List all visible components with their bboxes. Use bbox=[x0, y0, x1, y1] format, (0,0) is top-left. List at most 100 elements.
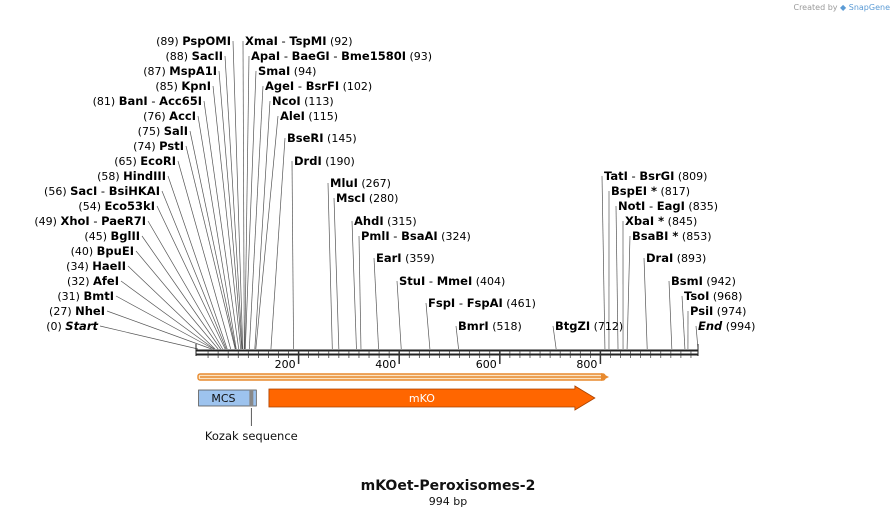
site-position: (845) bbox=[664, 215, 697, 228]
leader-line bbox=[177, 160, 232, 350]
site-label: XbaI * (845) bbox=[625, 214, 697, 228]
site-label: (81) BanI - Acc65I bbox=[93, 94, 202, 108]
site-label: (74) PstI bbox=[133, 139, 184, 153]
site-TatI-BsrGI[interactable]: TatI - BsrGI (809) bbox=[604, 169, 707, 183]
enzyme-name: BsrGI bbox=[639, 169, 674, 183]
enzyme-name: PstI bbox=[159, 139, 184, 153]
site-End[interactable]: End (994) bbox=[698, 319, 755, 333]
site-BseRI[interactable]: BseRI (145) bbox=[287, 131, 357, 145]
site-DraI[interactable]: DraI (893) bbox=[646, 251, 706, 265]
site-PmlI-BsaAI[interactable]: PmlI - BsaAI (324) bbox=[361, 229, 471, 243]
tick-label-600: 600 bbox=[476, 358, 497, 371]
site-position: (404) bbox=[472, 275, 505, 288]
leader-line bbox=[327, 182, 333, 350]
site-PsiI[interactable]: PsiI (974) bbox=[690, 304, 746, 318]
site-BpuEI[interactable]: (40) BpuEI bbox=[71, 244, 134, 258]
site-AgeI-BsrFI[interactable]: AgeI - BsrFI (102) bbox=[265, 79, 372, 93]
leader-line bbox=[643, 257, 648, 350]
leader-line bbox=[167, 175, 228, 350]
leader-line bbox=[248, 85, 264, 350]
site-SacI-BsiHKAI[interactable]: (56) SacI - BsiHKAI bbox=[44, 184, 160, 198]
site-BsaBI[interactable]: BsaBI * (853) bbox=[632, 229, 712, 243]
site-separator: - bbox=[90, 214, 101, 228]
enzyme-name: Bme1580I bbox=[341, 49, 406, 63]
site-PstI[interactable]: (74) PstI bbox=[133, 139, 184, 153]
site-AfeI[interactable]: (32) AfeI bbox=[67, 274, 119, 288]
leader-line bbox=[333, 197, 340, 350]
site-NheI[interactable]: (27) NheI bbox=[49, 304, 105, 318]
site-BmrI[interactable]: BmrI (518) bbox=[458, 319, 522, 333]
site-label: (65) EcoRI bbox=[114, 154, 176, 168]
enzyme-name: Acc65I bbox=[159, 94, 202, 108]
site-position: (88) bbox=[166, 50, 192, 63]
site-separator: - bbox=[278, 34, 289, 48]
site-label: FspI - FspAI (461) bbox=[428, 296, 536, 310]
site-position: (113) bbox=[301, 95, 334, 108]
site-position: (817) bbox=[657, 185, 690, 198]
enzyme-name: BsmI bbox=[671, 274, 703, 288]
leader-line bbox=[218, 70, 243, 350]
site-position: (994) bbox=[722, 320, 755, 333]
leader-line bbox=[255, 115, 279, 350]
site-AhdI[interactable]: AhdI (315) bbox=[354, 214, 417, 228]
site-BglII[interactable]: (45) BglII bbox=[84, 229, 140, 243]
site-NcoI[interactable]: NcoI (113) bbox=[272, 94, 334, 108]
site-position: (40) bbox=[71, 245, 97, 258]
site-position: (267) bbox=[358, 177, 391, 190]
enzyme-name: KpnI bbox=[181, 79, 211, 93]
enzyme-name: NheI bbox=[75, 304, 105, 318]
site-SacII[interactable]: (88) SacII bbox=[166, 49, 224, 63]
site-AleI[interactable]: AleI (115) bbox=[280, 109, 338, 123]
enzyme-name: XbaI * bbox=[625, 214, 664, 228]
site-BmtI[interactable]: (31) BmtI bbox=[57, 289, 114, 303]
site-HaeII[interactable]: (34) HaeII bbox=[66, 259, 126, 273]
site-AccI[interactable]: (76) AccI bbox=[143, 109, 196, 123]
site-BspEI[interactable]: BspEI * (817) bbox=[611, 184, 690, 198]
right-site-labels: XmaI - TspMI (92)ApaI - BaeGI - Bme1580I… bbox=[245, 34, 755, 333]
mko-feature-label: mKO bbox=[409, 392, 435, 405]
site-NotI-EagI[interactable]: NotI - EagI (835) bbox=[618, 199, 718, 213]
site-DrdI[interactable]: DrdI (190) bbox=[294, 154, 355, 168]
site-XhoI-PaeR7I[interactable]: (49) XhoI - PaeR7I bbox=[34, 214, 146, 228]
mcs-feature-box[interactable] bbox=[198, 389, 257, 407]
site-MluI[interactable]: MluI (267) bbox=[330, 176, 391, 190]
site-separator: - bbox=[330, 49, 341, 63]
site-XbaI[interactable]: XbaI * (845) bbox=[625, 214, 697, 228]
site-Eco53kI[interactable]: (54) Eco53kI bbox=[78, 199, 155, 213]
site-MscI[interactable]: MscI (280) bbox=[336, 191, 398, 205]
site-position: (56) bbox=[44, 185, 70, 198]
leader-line bbox=[185, 145, 236, 350]
site-XmaI-TspMI[interactable]: XmaI - TspMI (92) bbox=[245, 34, 353, 48]
site-EarI[interactable]: EarI (359) bbox=[376, 251, 435, 265]
site-KpnI[interactable]: (85) KpnI bbox=[155, 79, 211, 93]
site-ApaI-BaeGI-Bme1580I[interactable]: ApaI - BaeGI - Bme1580I (93) bbox=[251, 49, 432, 63]
site-BtgZI[interactable]: BtgZI (712) bbox=[555, 319, 623, 333]
site-MspA1I[interactable]: (87) MspA1I bbox=[143, 64, 217, 78]
construct-length: 994 bp bbox=[428, 495, 468, 508]
site-EcoRI[interactable]: (65) EcoRI bbox=[114, 154, 176, 168]
site-position: (87) bbox=[143, 65, 169, 78]
site-Start[interactable]: (0) Start bbox=[46, 319, 98, 333]
enzyme-name: PsiI bbox=[690, 304, 713, 318]
site-label: MscI (280) bbox=[336, 191, 398, 205]
leader-line bbox=[242, 40, 245, 350]
site-position: (27) bbox=[49, 305, 75, 318]
site-SmaI[interactable]: SmaI (94) bbox=[258, 64, 316, 78]
site-StuI-MmeI[interactable]: StuI - MmeI (404) bbox=[399, 274, 505, 288]
sequence-backbone bbox=[195, 344, 699, 356]
site-TsoI[interactable]: TsoI (968) bbox=[684, 289, 742, 303]
enzyme-name: TsoI bbox=[684, 289, 709, 303]
site-FspI-FspAI[interactable]: FspI - FspAI (461) bbox=[428, 296, 536, 310]
site-HindIII[interactable]: (58) HindIII bbox=[97, 169, 166, 183]
site-label: (32) AfeI bbox=[67, 274, 119, 288]
construct-name: mKOet-Peroxisomes-2 bbox=[360, 478, 536, 494]
enzyme-name: NcoI bbox=[272, 94, 301, 108]
site-BsmI[interactable]: BsmI (942) bbox=[671, 274, 736, 288]
credit-brand: SnapGene bbox=[848, 3, 890, 12]
site-BanI-Acc65I[interactable]: (81) BanI - Acc65I bbox=[93, 94, 202, 108]
mko-feature-arrow[interactable] bbox=[268, 385, 596, 411]
site-PspOMI[interactable]: (89) PspOMI bbox=[156, 34, 231, 48]
site-position: (94) bbox=[290, 65, 316, 78]
site-SalI[interactable]: (75) SalI bbox=[138, 124, 188, 138]
site-position: (145) bbox=[324, 132, 357, 145]
